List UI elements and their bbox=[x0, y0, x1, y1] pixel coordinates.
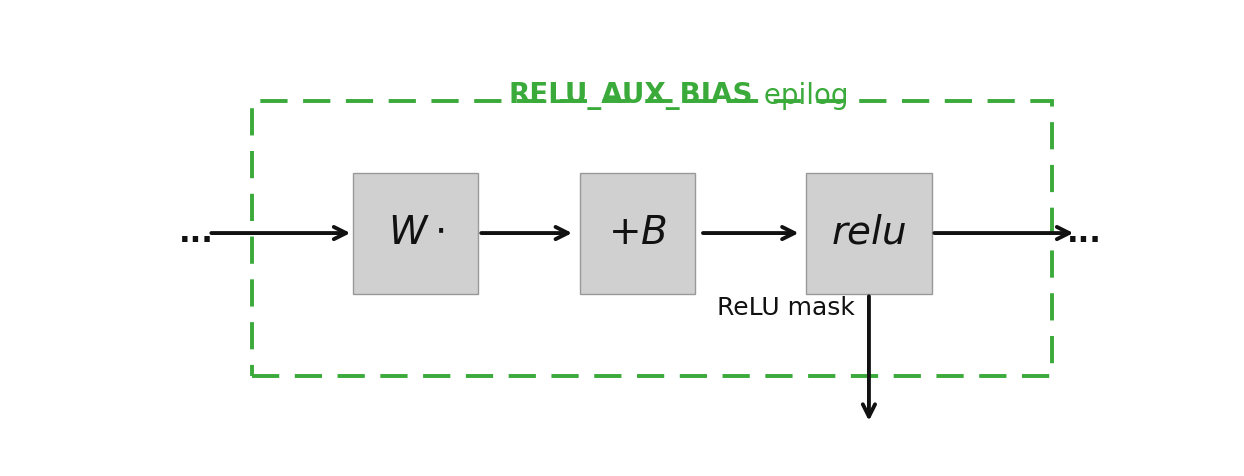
Bar bbox=[806, 173, 932, 294]
Text: ...: ... bbox=[1066, 218, 1101, 248]
Text: $W\cdot$: $W\cdot$ bbox=[388, 215, 444, 251]
Bar bbox=[580, 173, 695, 294]
Text: $+B$: $+B$ bbox=[608, 215, 667, 251]
Text: ReLU mask: ReLU mask bbox=[717, 296, 855, 320]
Text: $relu$: $relu$ bbox=[831, 215, 907, 251]
Text: ...: ... bbox=[179, 218, 214, 248]
Bar bbox=[353, 173, 479, 294]
Text: RELU_AUX_BIAS: RELU_AUX_BIAS bbox=[509, 81, 754, 109]
Text: epilog: epilog bbox=[755, 81, 848, 109]
Bar bbox=[251, 101, 1052, 376]
